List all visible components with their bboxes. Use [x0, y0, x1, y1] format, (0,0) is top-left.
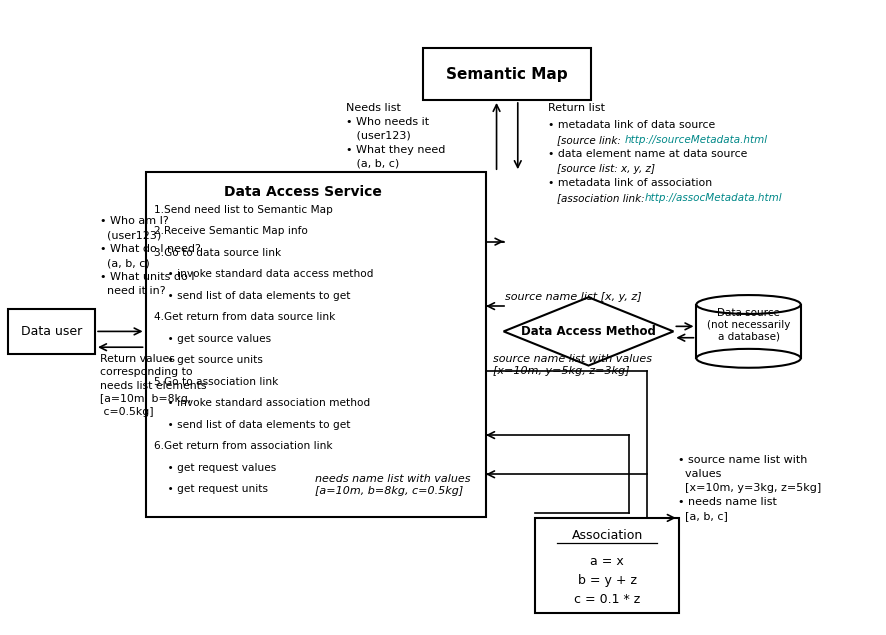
Ellipse shape — [696, 295, 800, 314]
Text: 2.Receive Semantic Map info: 2.Receive Semantic Map info — [154, 227, 308, 236]
Bar — [145, 172, 486, 517]
Text: Data Access Method: Data Access Method — [520, 325, 656, 338]
Text: • data element name at data source: • data element name at data source — [548, 149, 746, 159]
Text: 5.Go to association link: 5.Go to association link — [154, 377, 278, 387]
Text: source name list with values
[x=10m, y=5kg, z=3kg]: source name list with values [x=10m, y=5… — [493, 354, 651, 376]
Bar — [535, 518, 678, 613]
Text: • invoke standard data access method: • invoke standard data access method — [154, 269, 373, 279]
Text: • source name list with
  values
  [x=10m, y=3kg, z=5kg]
• needs name list
  [a,: • source name list with values [x=10m, y… — [677, 455, 820, 521]
Text: • send list of data elements to get: • send list of data elements to get — [154, 291, 351, 301]
Text: c = 0.1 * z: c = 0.1 * z — [573, 592, 640, 606]
Text: http://assocMetadata.html: http://assocMetadata.html — [644, 193, 781, 203]
Text: • get request units: • get request units — [154, 485, 268, 495]
Text: 6.Get return from association link: 6.Get return from association link — [154, 441, 332, 451]
Text: 1.Send need list to Semantic Map: 1.Send need list to Semantic Map — [154, 205, 333, 215]
Text: Data user: Data user — [21, 325, 82, 338]
Text: a = x: a = x — [589, 554, 623, 568]
Text: • invoke standard association method: • invoke standard association method — [154, 398, 370, 408]
Polygon shape — [503, 297, 672, 366]
Text: • metadata link of data source: • metadata link of data source — [548, 120, 714, 130]
Text: • metadata link of association: • metadata link of association — [548, 178, 711, 189]
Text: Data Access Service: Data Access Service — [223, 185, 381, 199]
Text: Needs list
• Who needs it
   (user123)
• What they need
   (a, b, c): Needs list • Who needs it (user123) • Wh… — [346, 102, 445, 168]
Text: Return list: Return list — [548, 102, 604, 112]
Ellipse shape — [696, 349, 800, 368]
Text: • send list of data elements to get: • send list of data elements to get — [154, 420, 351, 430]
Text: • get source units: • get source units — [154, 356, 263, 365]
Text: [source list: x, y, z]: [source list: x, y, z] — [556, 164, 654, 174]
Bar — [9, 309, 95, 354]
Text: [association link:: [association link: — [556, 193, 647, 203]
Text: Association: Association — [571, 529, 642, 542]
Text: Data source
(not necessarily
a database): Data source (not necessarily a database) — [706, 309, 789, 342]
Text: Semantic Map: Semantic Map — [446, 67, 567, 81]
Text: • get source values: • get source values — [154, 334, 271, 344]
Text: 4.Get return from data source link: 4.Get return from data source link — [154, 312, 335, 323]
Text: b = y + z: b = y + z — [577, 573, 636, 587]
Text: http://sourceMetadata.html: http://sourceMetadata.html — [624, 135, 767, 145]
Text: • get request values: • get request values — [154, 463, 276, 473]
Text: needs name list with values
[a=10m, b=8kg, c=0.5kg]: needs name list with values [a=10m, b=8k… — [315, 474, 470, 496]
Text: source name list [x, y, z]: source name list [x, y, z] — [505, 292, 641, 302]
Text: Return values
corresponding to
needs list elements
[a=10m, b=8kg,
 c=0.5kg]: Return values corresponding to needs lis… — [100, 354, 206, 417]
Bar — [423, 48, 590, 100]
Bar — [696, 305, 800, 358]
Text: [source link:: [source link: — [556, 135, 623, 145]
Text: • Who am I?
  (user123)
• What do I need?
  (a, b, c)
• What units do I
  need i: • Who am I? (user123) • What do I need? … — [100, 217, 201, 297]
Text: 3.Go to data source link: 3.Go to data source link — [154, 248, 281, 258]
